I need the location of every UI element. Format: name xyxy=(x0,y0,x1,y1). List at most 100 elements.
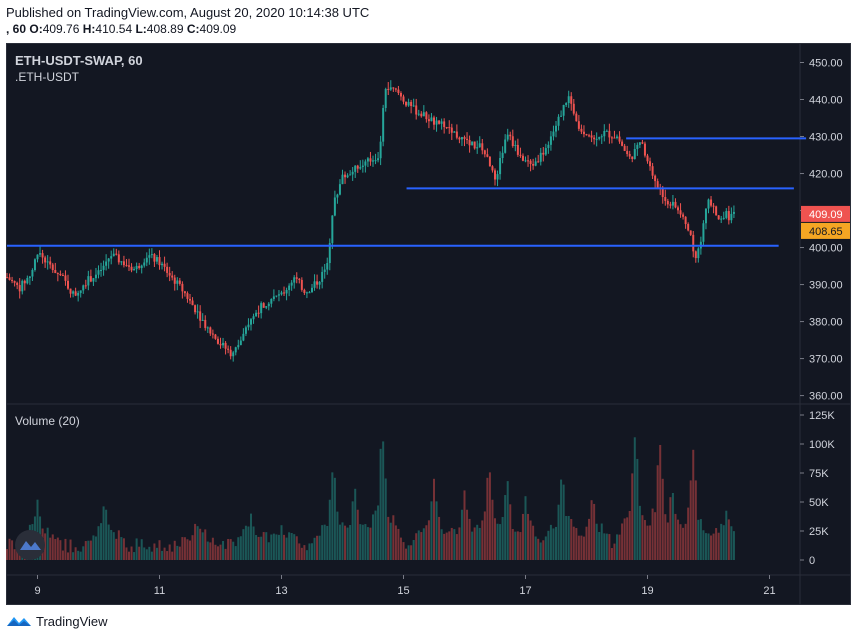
volume-bar xyxy=(552,528,555,560)
candle-body xyxy=(417,113,420,115)
candle-body xyxy=(727,211,730,221)
volume-bar xyxy=(222,541,225,560)
candle-body xyxy=(72,291,75,294)
candle-body xyxy=(155,257,158,262)
candle-body xyxy=(529,160,532,164)
volume-bar xyxy=(430,501,433,560)
footer-brand[interactable]: TradingView xyxy=(6,611,108,631)
volume-bar xyxy=(422,528,425,560)
volume-bar xyxy=(455,534,458,560)
volume-bar xyxy=(189,540,191,560)
candle-body xyxy=(516,144,519,155)
candle-body xyxy=(704,208,707,224)
volume-bar xyxy=(36,499,39,560)
volume-bar xyxy=(158,540,161,560)
volume-bar xyxy=(13,549,16,560)
candle-body xyxy=(605,130,608,132)
candle-body xyxy=(509,134,512,137)
candle-body xyxy=(618,136,621,142)
candle-body xyxy=(23,280,26,284)
volume-bar xyxy=(527,513,530,560)
volume-pane-title[interactable]: Volume (20) xyxy=(15,414,80,428)
candle-body xyxy=(356,165,359,169)
volume-bar xyxy=(336,511,339,560)
volume-bar xyxy=(384,478,387,560)
candle-body xyxy=(577,121,580,129)
volume-bar xyxy=(168,544,171,560)
symbol-legend[interactable]: ETH-USDT-SWAP, 60 xyxy=(15,53,143,68)
candle-body xyxy=(610,137,613,139)
candle-body xyxy=(514,144,517,146)
volume-bar xyxy=(224,548,227,560)
volume-bar xyxy=(366,527,369,560)
volume-bar xyxy=(102,506,105,560)
volume-bar xyxy=(183,537,186,560)
candle-body xyxy=(110,256,113,259)
candle-body xyxy=(260,303,263,314)
volume-bar xyxy=(252,526,255,560)
candle-body xyxy=(54,269,57,274)
candle-body xyxy=(120,261,123,263)
volume-bar xyxy=(110,529,113,560)
alt-price-label: 408.65 xyxy=(809,226,843,238)
watermark-icon[interactable] xyxy=(15,530,45,560)
candle-body xyxy=(331,215,334,244)
candle-body xyxy=(283,292,286,294)
volume-bar xyxy=(435,501,438,560)
volume-bar xyxy=(575,528,578,560)
volume-bar xyxy=(214,544,217,560)
volume-bar xyxy=(379,448,382,560)
candle-body xyxy=(527,160,530,162)
volume-bar xyxy=(613,543,616,560)
volume-bar xyxy=(483,511,486,560)
candle-body xyxy=(361,165,364,168)
volume-bar xyxy=(544,536,547,560)
volume-bar xyxy=(509,504,512,560)
candle-body xyxy=(214,334,217,339)
candle-body xyxy=(288,285,291,290)
volume-bar xyxy=(11,540,14,560)
volume-bar xyxy=(514,531,517,560)
volume-bar xyxy=(651,508,654,560)
volume-bar xyxy=(51,534,54,560)
volume-bar xyxy=(496,523,499,560)
volume-bar xyxy=(155,547,158,560)
volume-bar xyxy=(199,528,202,560)
candle-body xyxy=(534,161,537,166)
volume-bar xyxy=(125,547,128,560)
volume-bar xyxy=(173,540,176,560)
chart-frame[interactable] xyxy=(6,43,851,605)
high-value: 410.54 xyxy=(95,22,133,36)
price-tick-label: 420.00 xyxy=(809,169,843,181)
volume-bar xyxy=(407,545,410,560)
candle-body xyxy=(664,197,667,201)
volume-bar xyxy=(351,501,354,560)
volume-bar xyxy=(237,537,240,560)
candle-body xyxy=(572,103,575,114)
volume-bar xyxy=(138,546,141,560)
candle-body xyxy=(346,175,349,178)
volume-bar xyxy=(590,500,593,560)
candle-body xyxy=(112,253,115,257)
candle-body xyxy=(130,266,133,271)
volume-bar xyxy=(710,535,713,560)
volume-bar xyxy=(692,449,695,560)
volume-bar xyxy=(722,525,725,560)
volume-bar xyxy=(275,534,278,560)
candle-body xyxy=(300,279,303,290)
volume-bar xyxy=(364,524,367,560)
volume-bar xyxy=(308,543,311,560)
candle-body xyxy=(323,269,326,272)
candle-body xyxy=(242,333,245,341)
candle-body xyxy=(420,113,423,117)
candle-body xyxy=(631,156,634,159)
volume-bar xyxy=(445,532,448,560)
volume-bar xyxy=(565,516,568,560)
candle-body xyxy=(204,319,207,328)
volume-bar xyxy=(448,531,451,560)
volume-bar xyxy=(298,543,301,560)
candle-body xyxy=(206,327,209,329)
volume-bar xyxy=(346,527,349,560)
candle-body xyxy=(427,119,430,122)
